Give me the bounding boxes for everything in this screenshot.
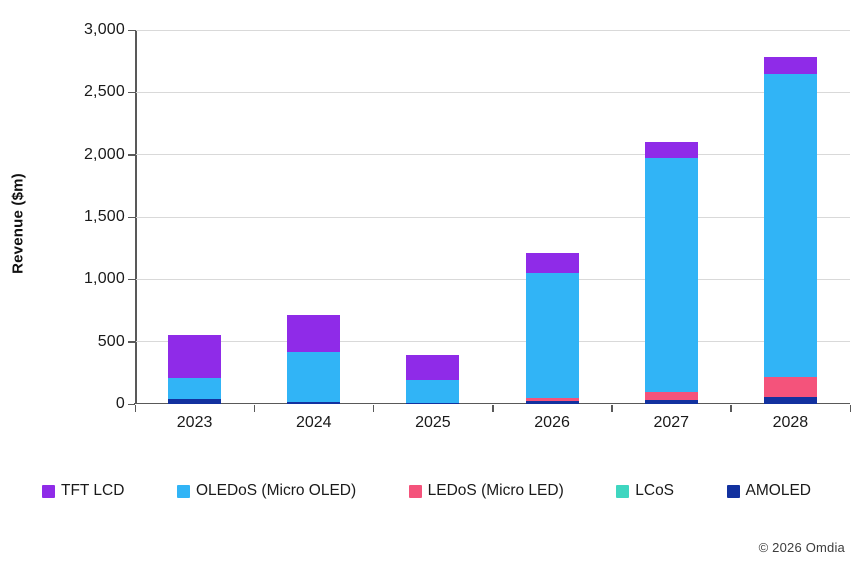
y-tick-label-1-000: 1,000 <box>83 270 125 288</box>
y-tick-2500 <box>128 91 135 94</box>
bar-segment-2025-tft-lcd <box>406 355 460 380</box>
legend-swatch-amoled <box>726 484 740 498</box>
gridline-1500 <box>136 216 850 218</box>
bar-segment-2028-ledos-micro-led <box>763 376 817 398</box>
x-tick-label-2026: 2026 <box>534 414 570 431</box>
legend-label-oledos-micro-oled: OLEDoS (Micro OLED) <box>195 482 357 499</box>
bar-segment-2028-oledos-micro-oled <box>763 73 817 377</box>
x-tick-label-2028: 2028 <box>772 414 809 431</box>
bar-segment-2023-oledos-micro-oled <box>168 377 222 400</box>
legend-swatch-tft-lcd <box>42 484 55 498</box>
x-tick-label-2024: 2024 <box>295 414 332 431</box>
y-tick-500 <box>128 341 135 343</box>
bar-segment-2027-amoled <box>644 399 698 404</box>
y-tick-label-0: 0 <box>115 395 125 412</box>
bar-segment-2023-tft-lcd <box>168 335 222 378</box>
bar-segment-2024-tft-lcd <box>287 314 341 352</box>
y-tick-label-3-000: 3,000 <box>83 21 125 38</box>
bar-segment-2026-oledos-micro-oled <box>525 273 579 398</box>
x-tick-6 <box>849 405 851 412</box>
plot-area <box>128 29 851 412</box>
y-tick-0 <box>128 403 135 405</box>
bar-segment-2025-oledos-micro-oled <box>406 379 460 403</box>
y-tick-3000 <box>128 29 135 31</box>
bar-segment-2027-tft-lcd <box>644 142 698 159</box>
x-tick-2 <box>372 405 375 412</box>
legend-label-tft-lcd: TFT LCD <box>61 482 125 499</box>
legend-label-amoled: AMOLED <box>745 482 811 499</box>
legend-label-lcos: LCoS <box>635 482 675 499</box>
bar-segment-2025-amoled <box>406 402 460 404</box>
gridline-3000 <box>136 29 850 31</box>
legend-item-ledos-micro-led: LEDoS (Micro LED) <box>408 482 564 500</box>
bar-segment-2026-amoled <box>525 400 579 404</box>
bar-segment-2024-oledos-micro-oled <box>287 351 341 403</box>
legend-swatch-ledos-micro-led <box>408 484 422 498</box>
x-tick-0 <box>134 405 136 412</box>
bar-segment-2027-ledos-micro-led <box>644 391 698 400</box>
legend-item-amoled: AMOLED <box>726 482 811 500</box>
y-tick-label-2-000: 2,000 <box>83 145 125 163</box>
legend-item-tft-lcd: TFT LCD <box>42 482 124 500</box>
x-tick-1 <box>253 405 256 412</box>
x-tick-4 <box>611 405 613 412</box>
legend-label-ledos-micro-led: LEDoS (Micro LED) <box>427 482 564 499</box>
legend-swatch-oledos-micro-oled <box>176 484 190 498</box>
y-tick-1000 <box>128 278 135 281</box>
x-tick-label-2025: 2025 <box>415 414 451 431</box>
copyright-text: © 2026 Omdia <box>758 540 845 555</box>
y-tick-label-1-500: 1,500 <box>83 208 125 225</box>
bar-segment-2026-tft-lcd <box>525 253 579 274</box>
legend-item-lcos: LCoS <box>616 482 674 500</box>
bar-segment-2028-tft-lcd <box>763 57 817 74</box>
bar-segment-2023-amoled <box>168 399 222 404</box>
bar-segment-2024-amoled <box>287 402 341 404</box>
legend-swatch-lcos <box>616 484 630 498</box>
legend: TFT LCD OLEDoS (Micro OLED) LEDoS (Micro L… <box>42 480 811 502</box>
bar-segment-2026-ledos-micro-led <box>525 397 579 401</box>
gridline-2500 <box>136 91 850 93</box>
gridline-2000 <box>136 154 850 156</box>
y-tick-label-2-500: 2,500 <box>83 83 125 101</box>
x-tick-5 <box>730 405 732 412</box>
y-tick-label-500: 500 <box>97 332 125 350</box>
y-tick-1500 <box>128 216 135 218</box>
bar-segment-2027-oledos-micro-oled <box>644 158 698 392</box>
y-tick-2000 <box>128 154 135 156</box>
gridline-1000 <box>136 278 850 280</box>
x-tick-label-2023: 2023 <box>176 414 213 431</box>
bar-segment-2028-amoled <box>763 397 817 404</box>
x-tick-3 <box>492 405 494 412</box>
y-axis-line <box>135 30 137 404</box>
x-tick-label-2027: 2027 <box>653 414 690 431</box>
legend-item-oledos-micro-oled: OLEDoS (Micro OLED) <box>176 482 357 500</box>
gridline-500 <box>136 341 850 343</box>
x-axis-line <box>134 402 850 404</box>
